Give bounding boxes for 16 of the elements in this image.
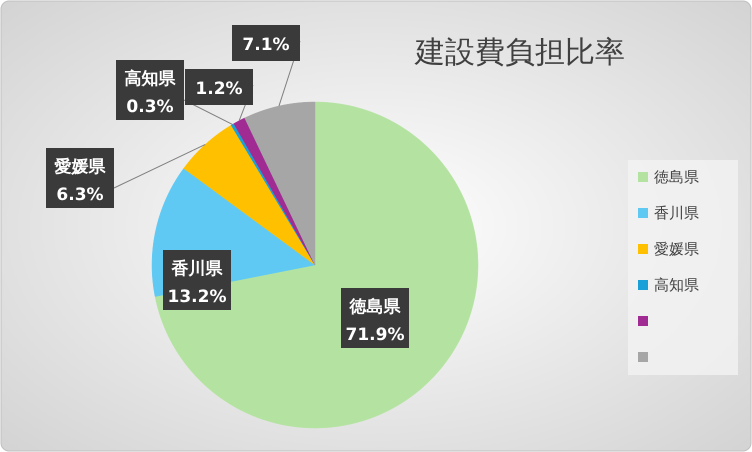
legend-label: 香川県 [654, 204, 699, 222]
slice-label: 愛媛県 [54, 157, 106, 177]
data-label: 7.1% [242, 35, 290, 55]
legend-label: 愛媛県 [654, 240, 699, 258]
data-label: 71.9% [346, 325, 404, 345]
legend-label: 徳島県 [654, 168, 699, 186]
slice-label: 香川県 [170, 259, 224, 279]
data-label: 6.3% [56, 185, 104, 205]
data-label: 0.3% [126, 97, 174, 117]
data-label: 13.2% [168, 287, 226, 307]
chart-title: 建設費負担比率 [414, 35, 625, 70]
pie-slice [244, 102, 316, 266]
slice-label: 高知県 [124, 69, 176, 89]
slice-label: 徳島県 [348, 297, 402, 317]
legend-label: 高知県 [654, 276, 699, 294]
data-label: 1.2% [195, 79, 243, 99]
